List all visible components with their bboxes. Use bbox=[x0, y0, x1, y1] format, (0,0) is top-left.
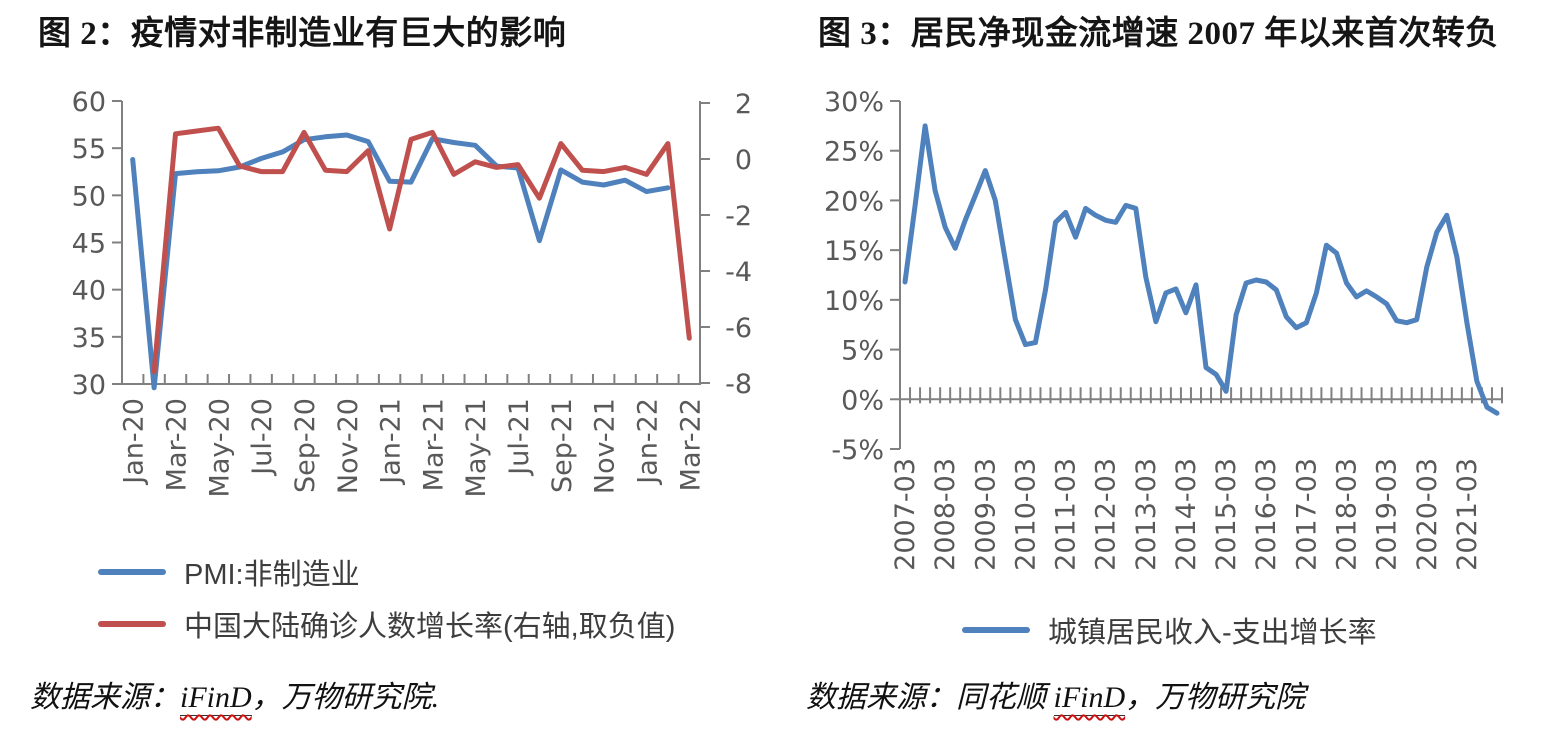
svg-text:Mar-20: Mar-20 bbox=[162, 398, 193, 491]
svg-text:-6: -6 bbox=[725, 313, 752, 344]
source-prefix: 数据来源：同花顺 bbox=[806, 681, 1054, 714]
svg-text:Nov-21: Nov-21 bbox=[590, 398, 621, 494]
svg-text:50: 50 bbox=[72, 181, 106, 212]
svg-text:Jan-21: Jan-21 bbox=[376, 398, 407, 486]
svg-text:15%: 15% bbox=[824, 236, 884, 267]
svg-text:2015-03: 2015-03 bbox=[1211, 458, 1242, 571]
svg-text:2018-03: 2018-03 bbox=[1331, 458, 1362, 571]
legend-label: PMI:非制造业 bbox=[184, 559, 360, 591]
svg-text:45: 45 bbox=[72, 229, 106, 260]
svg-text:30%: 30% bbox=[824, 87, 884, 118]
legend-label: 城镇居民收入-支出增长率 bbox=[1048, 617, 1377, 649]
svg-text:2019-03: 2019-03 bbox=[1372, 458, 1403, 571]
svg-text:Sep-20: Sep-20 bbox=[290, 398, 321, 493]
svg-text:Mar-21: Mar-21 bbox=[418, 398, 449, 491]
legend-item-pmi: PMI:非制造业 bbox=[98, 546, 675, 598]
svg-text:2014-03: 2014-03 bbox=[1171, 458, 1202, 571]
svg-text:Jul-21: Jul-21 bbox=[504, 398, 535, 477]
blue-line-swatch bbox=[98, 569, 166, 575]
svg-text:Jul-20: Jul-20 bbox=[247, 398, 278, 477]
figure2-legend: PMI:非制造业 中国大陆确诊人数增长率(右轴,取负值) bbox=[98, 546, 675, 650]
svg-text:2008-03: 2008-03 bbox=[930, 458, 961, 571]
svg-text:Mar-22: Mar-22 bbox=[675, 398, 706, 491]
svg-text:May-20: May-20 bbox=[204, 398, 235, 497]
svg-text:2007-03: 2007-03 bbox=[890, 458, 921, 571]
svg-text:30: 30 bbox=[72, 370, 106, 401]
svg-text:-8: -8 bbox=[725, 369, 752, 400]
svg-text:35: 35 bbox=[72, 323, 106, 354]
svg-text:40: 40 bbox=[72, 276, 106, 307]
legend-item-covid: 中国大陆确诊人数增长率(右轴,取负值) bbox=[98, 598, 675, 650]
svg-text:2009-03: 2009-03 bbox=[970, 458, 1001, 571]
svg-text:May-21: May-21 bbox=[461, 398, 492, 497]
svg-text:2: 2 bbox=[735, 89, 752, 120]
svg-text:-2: -2 bbox=[725, 201, 752, 232]
figure3-plot: 30% 25% 20% 15% 10% 5% 0% -5%2007-03 2008-03 2009… bbox=[824, 87, 1503, 571]
svg-text:2010-03: 2010-03 bbox=[1010, 458, 1041, 571]
svg-text:0: 0 bbox=[735, 145, 752, 176]
svg-text:-4: -4 bbox=[725, 257, 752, 288]
svg-text:5%: 5% bbox=[841, 336, 884, 367]
svg-text:Nov-20: Nov-20 bbox=[333, 398, 364, 494]
svg-text:2016-03: 2016-03 bbox=[1251, 458, 1282, 571]
figure2-source: 数据来源：iFinD，万物研究院. bbox=[30, 672, 439, 716]
svg-text:Sep-21: Sep-21 bbox=[547, 398, 578, 493]
svg-text:Jan-20: Jan-20 bbox=[119, 398, 150, 486]
svg-text:20%: 20% bbox=[824, 186, 884, 217]
svg-text:25%: 25% bbox=[824, 137, 884, 168]
figure2-plot: 60 55 50 45 40 35 30 2 0 -2 -4 -6 -8 Jan-20 Mar-20 May-… bbox=[72, 87, 752, 497]
legend-item-income: 城镇居民收入-支出增长率 bbox=[962, 604, 1377, 656]
source-prefix: 数据来源： bbox=[30, 681, 180, 714]
figure3-source: 数据来源：同花顺 iFinD，万物研究院 bbox=[806, 672, 1305, 716]
svg-text:60: 60 bbox=[72, 87, 106, 118]
figure3-legend: 城镇居民收入-支出增长率 bbox=[962, 604, 1377, 656]
svg-text:55: 55 bbox=[72, 134, 106, 165]
figure2-title: 图 2：疫情对非制造业有巨大的影响 bbox=[38, 16, 567, 52]
source-brand: iFinD bbox=[1053, 681, 1126, 716]
svg-text:0%: 0% bbox=[841, 385, 884, 416]
svg-text:2011-03: 2011-03 bbox=[1051, 458, 1082, 571]
red-line-swatch bbox=[98, 621, 166, 627]
svg-text:2012-03: 2012-03 bbox=[1091, 458, 1122, 571]
figure3-title: 图 3：居民净现金流增速 2007 年以来首次转负 bbox=[818, 16, 1499, 52]
svg-text:2013-03: 2013-03 bbox=[1131, 458, 1162, 571]
source-brand: iFinD bbox=[180, 681, 252, 716]
legend-label: 中国大陆确诊人数增长率(右轴,取负值) bbox=[184, 611, 676, 643]
svg-text:Jan-22: Jan-22 bbox=[632, 398, 663, 486]
source-suffix: ，万物研究院 bbox=[1125, 681, 1306, 714]
svg-text:2021-03: 2021-03 bbox=[1452, 458, 1483, 571]
source-suffix: ，万物研究院. bbox=[251, 681, 440, 714]
svg-text:10%: 10% bbox=[824, 286, 884, 317]
blue-line-swatch bbox=[962, 627, 1030, 633]
svg-text:-5%: -5% bbox=[831, 435, 884, 466]
svg-text:2020-03: 2020-03 bbox=[1412, 458, 1443, 571]
svg-text:2017-03: 2017-03 bbox=[1291, 458, 1322, 571]
